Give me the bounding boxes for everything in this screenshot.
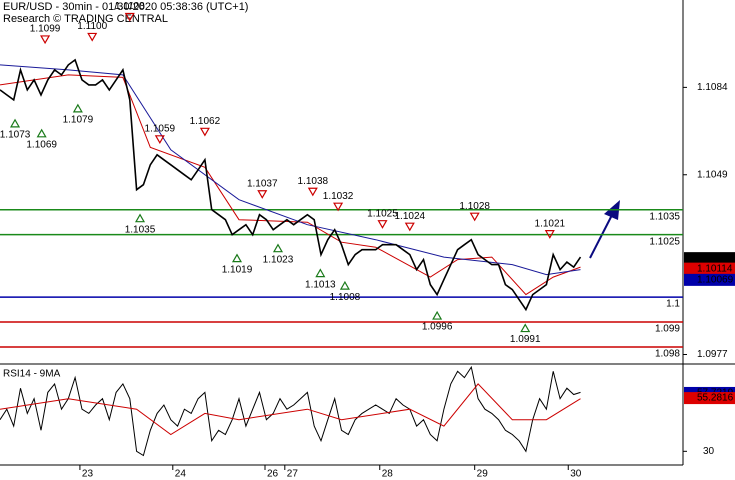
low-label: 1.1013	[305, 279, 336, 290]
high-marker	[199, 127, 210, 137]
high-marker	[377, 220, 388, 229]
low-marker	[9, 118, 21, 128]
high-marker	[87, 32, 98, 42]
high-label: 1.1062	[190, 116, 221, 127]
level-label: 1.098	[655, 349, 680, 360]
high-label: 1.1038	[298, 176, 329, 187]
low-marker	[339, 280, 350, 290]
rsi-ma	[0, 383, 581, 436]
rsi-tag-label: 55.2816	[697, 393, 734, 404]
low-marker	[272, 243, 284, 253]
price-tag	[684, 273, 735, 286]
high-label: 1.1099	[30, 24, 61, 35]
x-tick-label: 23	[82, 469, 94, 480]
low-label: 1.0991	[510, 334, 541, 345]
high-label: 1.1059	[145, 123, 176, 134]
high-label: 1.1025	[367, 208, 398, 219]
moving-average	[0, 74, 581, 296]
low-label: 1.0996	[422, 322, 453, 333]
low-label: 1.1023	[263, 254, 294, 265]
high-label: 1.1032	[323, 191, 354, 202]
low-label: 1.1073	[0, 129, 31, 140]
high-label: 1.1021	[535, 218, 566, 229]
high-marker	[124, 12, 135, 22]
low-label: 1.1008	[330, 292, 361, 303]
x-tick-label: 30	[570, 469, 582, 480]
level-label: 1.1025	[649, 236, 680, 247]
price-tag-label: 1.10114	[697, 263, 733, 274]
low-marker	[432, 310, 443, 320]
high-marker	[40, 35, 51, 45]
level-label: 1.1	[666, 299, 680, 310]
x-tick-label: 26	[267, 469, 279, 480]
rsi-line	[0, 365, 581, 457]
rsi-title: RSI14 - 9MA	[3, 369, 61, 380]
low-label: 1.1069	[26, 139, 57, 150]
high-label: 1.1108	[115, 1, 145, 12]
y-tick-label: 1.1049	[697, 169, 728, 180]
high-marker	[257, 190, 268, 199]
high-marker	[404, 222, 415, 232]
high-marker	[154, 135, 165, 145]
low-marker	[72, 103, 83, 113]
price-tag	[684, 252, 735, 265]
y-tick-label: 30	[703, 446, 715, 457]
level-label: 1.1035	[649, 211, 680, 222]
x-tick-label: 28	[382, 469, 394, 480]
low-marker	[315, 268, 326, 278]
x-tick-label: 29	[477, 469, 489, 480]
high-marker	[307, 187, 318, 197]
high-label: 1.1037	[247, 178, 278, 189]
high-label: 1.1100	[77, 21, 107, 32]
chart-title: EUR/USD - 30min - 01/30/2020 05:38:36 (U…	[3, 1, 248, 13]
low-marker	[134, 213, 146, 223]
low-marker	[520, 323, 531, 333]
high-label: 1.1024	[395, 211, 426, 222]
y-tick-label: 1.1084	[697, 82, 728, 93]
price-tag-label: 1.10156	[697, 253, 734, 264]
low-label: 1.1079	[63, 115, 94, 126]
high-marker	[544, 230, 555, 239]
level-label: 1.099	[655, 324, 680, 335]
y-tick-label: 1.0977	[697, 349, 728, 360]
price-tag-label: 1.10069	[697, 275, 734, 286]
high-label: 1.1028	[459, 201, 490, 212]
moving-average	[0, 64, 581, 276]
high-marker	[333, 202, 344, 212]
rsi-tag	[684, 392, 735, 405]
low-label: 1.1019	[222, 264, 253, 275]
price-line	[0, 58, 582, 312]
low-marker	[231, 253, 243, 263]
high-marker	[469, 212, 480, 222]
x-tick-label: 27	[287, 469, 299, 480]
price-tag	[684, 262, 735, 275]
x-tick-label: 24	[175, 469, 187, 480]
low-label: 1.1035	[125, 224, 156, 235]
low-marker	[36, 128, 47, 138]
